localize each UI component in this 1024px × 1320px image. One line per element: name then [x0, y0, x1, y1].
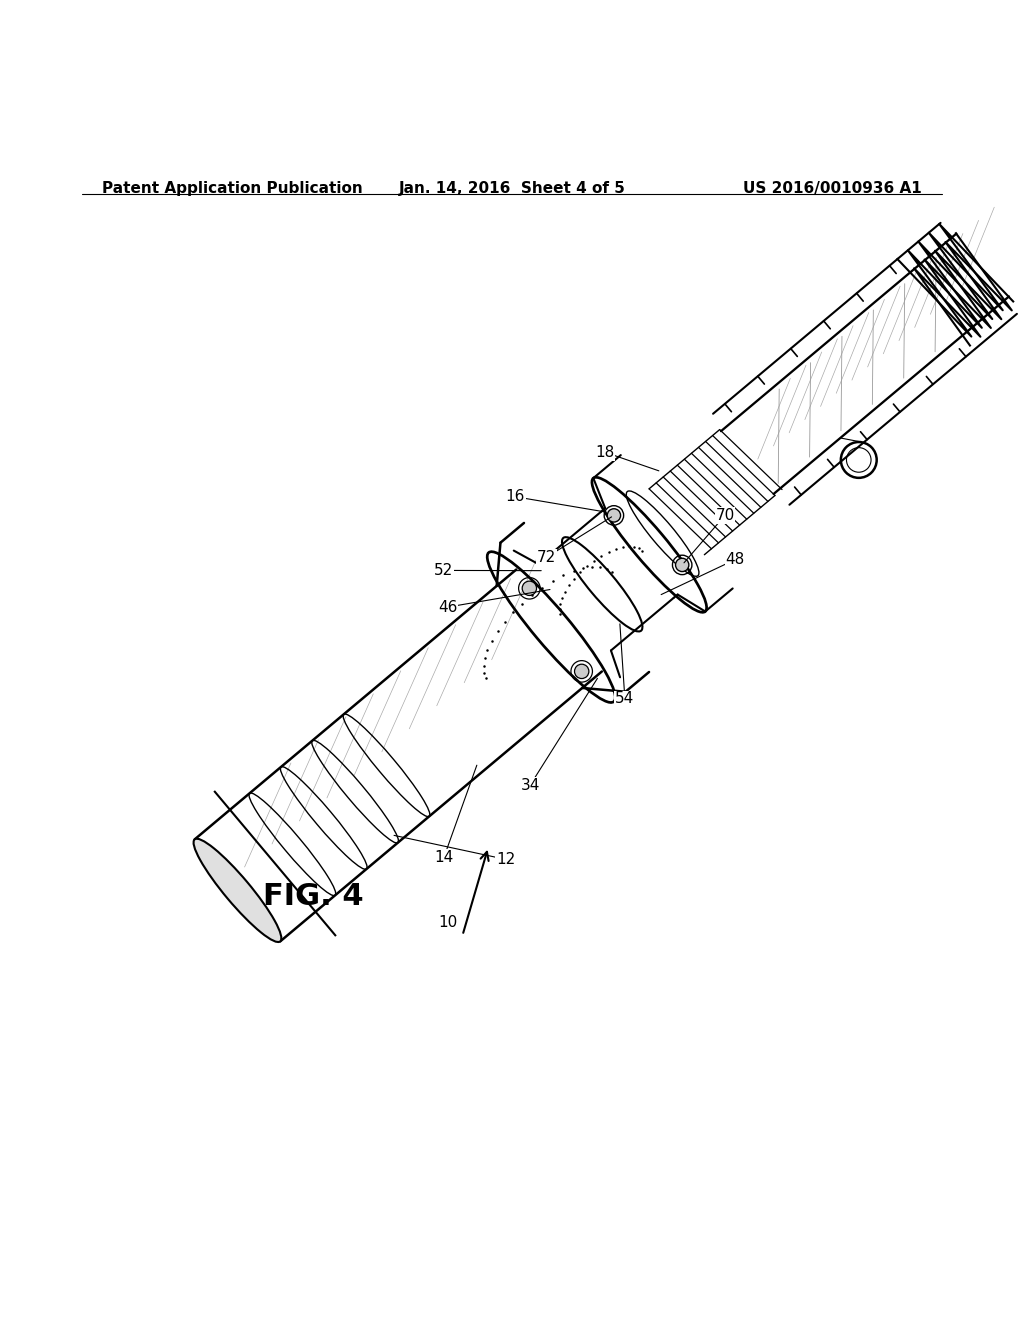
- Ellipse shape: [676, 558, 689, 572]
- Text: 48: 48: [726, 552, 744, 568]
- Text: FIG. 4: FIG. 4: [263, 882, 364, 911]
- Text: US 2016/0010936 A1: US 2016/0010936 A1: [742, 181, 922, 195]
- Text: 12: 12: [496, 851, 515, 867]
- Text: 70: 70: [716, 508, 734, 523]
- Text: 14: 14: [434, 850, 454, 865]
- Text: 34: 34: [520, 777, 540, 792]
- Ellipse shape: [607, 508, 621, 523]
- Text: 10: 10: [438, 915, 458, 931]
- Text: 18: 18: [595, 445, 614, 459]
- Text: 46: 46: [438, 599, 458, 615]
- Ellipse shape: [522, 581, 537, 595]
- Ellipse shape: [194, 838, 282, 942]
- Text: 52: 52: [434, 562, 454, 578]
- Text: Jan. 14, 2016  Sheet 4 of 5: Jan. 14, 2016 Sheet 4 of 5: [398, 181, 626, 195]
- Text: 72: 72: [537, 550, 556, 565]
- Text: 54: 54: [615, 692, 635, 706]
- Ellipse shape: [574, 664, 589, 678]
- Text: Patent Application Publication: Patent Application Publication: [102, 181, 364, 195]
- Text: 16: 16: [506, 490, 525, 504]
